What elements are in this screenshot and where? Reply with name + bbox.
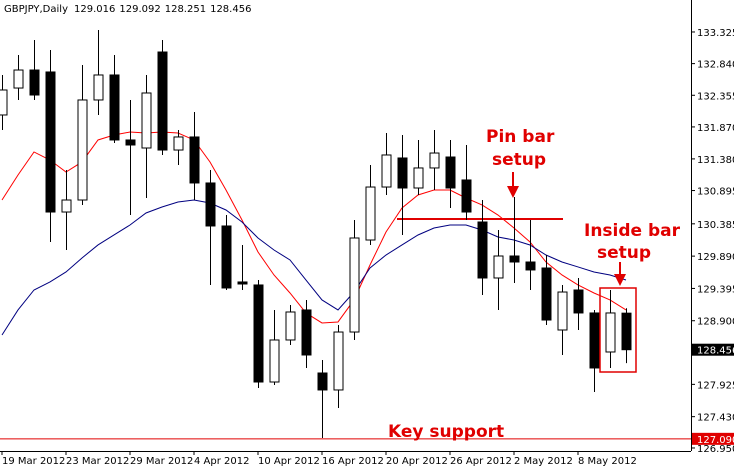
x-tick-label: 26 Apr 2012 — [450, 456, 512, 467]
header-close: 128.456 — [210, 4, 251, 15]
candle-body — [509, 255, 520, 263]
candle-body — [333, 331, 344, 391]
candle-body — [477, 221, 488, 279]
candle-body — [301, 309, 312, 356]
support-price-label: 127.090 — [697, 435, 734, 446]
candle-body — [429, 152, 440, 169]
candle-body — [525, 261, 536, 271]
pin-arrow-head — [507, 186, 519, 198]
candle-body — [413, 167, 424, 189]
inside-bar-label: setup — [597, 243, 651, 263]
candle-body — [141, 92, 152, 149]
x-tick-label: 29 Mar 2012 — [130, 456, 193, 467]
symbol: GBPJPY,Daily — [4, 4, 68, 15]
candle-body — [381, 154, 392, 188]
y-tick-label: 131.870 — [697, 123, 734, 134]
candle-body — [349, 237, 360, 333]
header-high: 129.092 — [119, 4, 160, 15]
y-tick-label: 127.430 — [697, 413, 734, 424]
y-tick-label: 130.385 — [697, 220, 734, 231]
candle-body — [77, 99, 88, 201]
inside-arrow-head — [614, 274, 626, 286]
candle-body — [557, 291, 568, 331]
y-tick-label: 131.380 — [697, 155, 734, 166]
candle-body — [493, 255, 504, 279]
y-tick-label: 129.395 — [697, 284, 734, 295]
x-tick-label: 19 Mar 2012 — [2, 456, 65, 467]
candle-body — [237, 281, 248, 285]
moving-average — [1, 131, 627, 324]
candle-body — [317, 372, 328, 391]
candle-body — [13, 69, 24, 89]
y-tick-label: 128.900 — [697, 317, 734, 328]
header-open: 129.016 — [74, 4, 115, 15]
candle-body — [221, 225, 232, 289]
x-tick-label: 2 May 2012 — [514, 456, 573, 467]
candle-body — [541, 267, 552, 321]
candle-body — [0, 89, 8, 116]
x-tick-label: 20 Apr 2012 — [386, 456, 448, 467]
candle-body — [605, 312, 616, 353]
y-tick-label: 132.355 — [697, 91, 734, 102]
candle-body — [445, 156, 456, 189]
pin-bar-label: setup — [492, 150, 546, 170]
candle-body — [109, 74, 120, 141]
x-tick-label: 8 May 2012 — [578, 456, 637, 467]
y-tick-label: 133.325 — [697, 28, 734, 39]
support-price-box — [692, 432, 734, 445]
y-tick-label: 126.950 — [697, 444, 734, 455]
candle-body — [45, 71, 56, 213]
candle-body — [621, 312, 632, 351]
candle-body — [397, 157, 408, 189]
candle-body — [93, 74, 104, 101]
inside-bar-box — [599, 287, 637, 373]
support-label: Key support — [388, 422, 504, 442]
candle-body — [125, 139, 136, 146]
x-tick-label: 4 Apr 2012 — [194, 456, 249, 467]
candle-body — [173, 136, 184, 151]
candle-body — [461, 179, 472, 213]
candle-body — [365, 186, 376, 241]
candle-body — [253, 284, 264, 383]
candle-body — [29, 69, 40, 96]
inside-bar-label: Inside bar — [584, 221, 681, 241]
candle-body — [189, 136, 200, 184]
pin-bar-label: Pin bar — [486, 127, 555, 147]
candle-body — [61, 199, 72, 213]
y-tick-label: 130.895 — [697, 187, 734, 198]
candle-body — [285, 311, 296, 341]
header-low: 128.251 — [165, 4, 206, 15]
current-price-label: 128.456 — [697, 346, 734, 357]
current-price-box — [692, 343, 734, 356]
y-tick-label: 129.890 — [697, 252, 734, 263]
chart-header: GBPJPY,Daily 129.016 129.092 128.251 128.456 — [4, 4, 251, 15]
candle-body — [157, 51, 168, 151]
plot — [0, 30, 691, 440]
x-tick-label: 10 Apr 2012 — [258, 456, 320, 467]
x-tick-label: 23 Mar 2012 — [66, 456, 129, 467]
candle-body — [205, 182, 216, 227]
y-tick-label: 132.840 — [697, 60, 734, 71]
y-tick-label: 127.925 — [697, 380, 734, 391]
moving-average — [1, 199, 627, 336]
candle-body — [589, 312, 600, 369]
x-tick-label: 16 Apr 2012 — [322, 456, 384, 467]
candle-body — [269, 339, 280, 383]
candle-body — [573, 289, 584, 314]
